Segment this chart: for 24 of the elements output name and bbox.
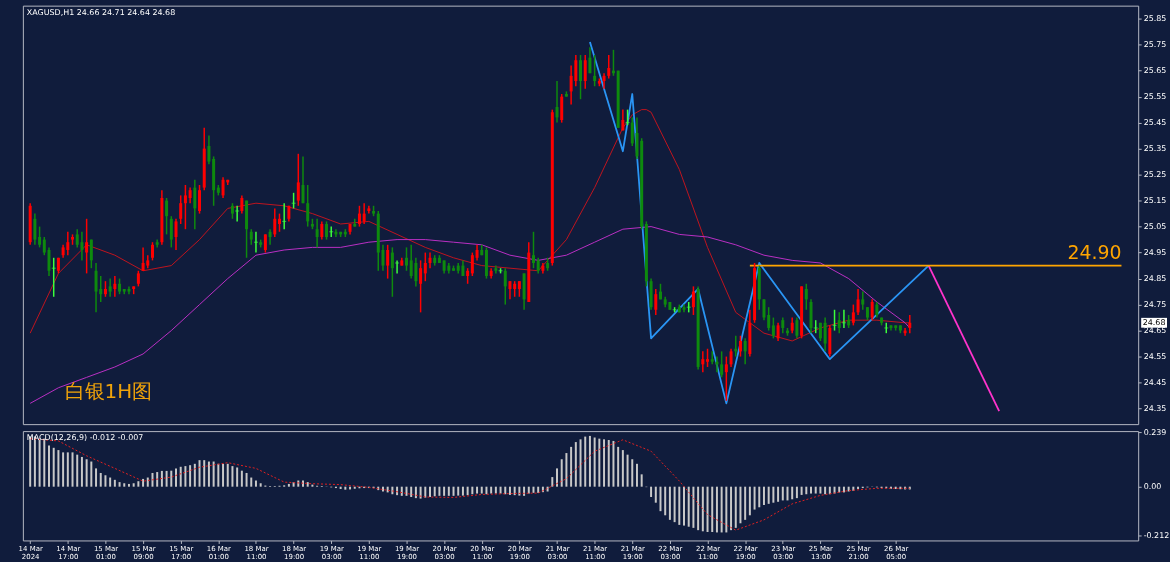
y-tick-label: 24.95 bbox=[1143, 248, 1167, 258]
text: 24.68 bbox=[1142, 317, 1166, 327]
y-tick-label: 24.45 bbox=[1143, 378, 1167, 388]
chart-title: MACD(12,26,9) -0.012 -0.007 bbox=[26, 433, 144, 443]
y-tick-label: 0.239 bbox=[1143, 427, 1167, 437]
y-tick-label: 24.85 bbox=[1143, 274, 1167, 284]
y-tick-label: 24.65 bbox=[1143, 326, 1167, 336]
y-tick-label: 24.75 bbox=[1143, 300, 1167, 310]
y-tick-label: 0.00 bbox=[1143, 482, 1162, 492]
y-tick-label: 25.15 bbox=[1143, 196, 1167, 206]
y-tick-label: 24.35 bbox=[1143, 404, 1167, 414]
chart-title: XAGUSD,H1 24.66 24.71 24.64 24.68 bbox=[26, 7, 176, 17]
y-tick-label: 25.65 bbox=[1143, 66, 1167, 76]
y-tick-label: -0.212 bbox=[1143, 530, 1170, 540]
data-label: 24.90 bbox=[1067, 240, 1122, 263]
y-tick-label: 24.55 bbox=[1143, 352, 1167, 362]
y-tick-label: 25.45 bbox=[1143, 118, 1167, 128]
y-tick-label: 25.35 bbox=[1143, 144, 1167, 154]
y-tick-label: 25.85 bbox=[1143, 14, 1167, 24]
y-tick-label: 25.55 bbox=[1143, 92, 1167, 102]
y-tick-label: 25.05 bbox=[1143, 222, 1167, 232]
y-tick-label: 25.25 bbox=[1143, 170, 1167, 180]
annotation: 白银1H图 bbox=[64, 380, 153, 404]
y-tick-label: 25.75 bbox=[1143, 40, 1167, 50]
